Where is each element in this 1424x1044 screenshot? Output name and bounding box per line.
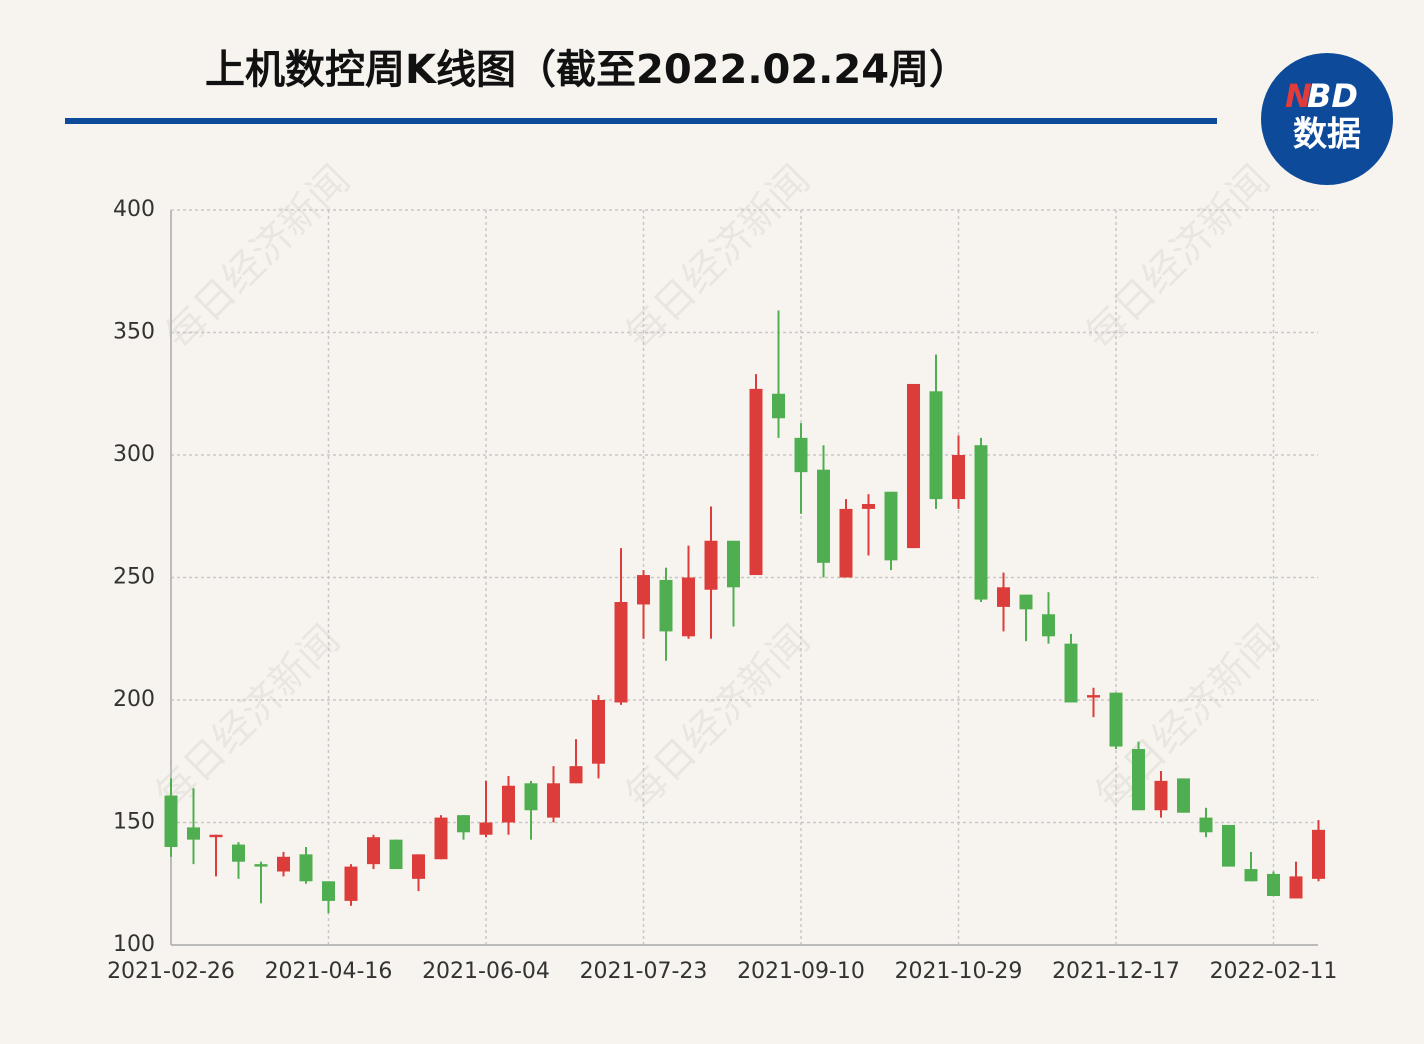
candle-body	[277, 856, 290, 872]
candle-body	[727, 540, 740, 588]
candle-body	[1222, 824, 1235, 867]
candle-body	[997, 587, 1010, 607]
candle-body	[772, 393, 785, 419]
candle-body	[749, 388, 763, 576]
candle-body	[929, 391, 943, 500]
y-tick-label: 100	[113, 932, 155, 957]
candle-body	[322, 881, 335, 901]
candle-body	[907, 383, 920, 549]
candle-body	[547, 783, 560, 818]
chart-title: 上机数控周K线图（截至2022.02.24周）	[205, 47, 969, 93]
candle-body	[1042, 614, 1055, 637]
y-tick-label: 400	[113, 197, 155, 222]
candle-body	[1019, 594, 1033, 610]
candle-body	[839, 508, 853, 578]
x-tick-label: 2022-02-11	[1210, 959, 1338, 984]
candle-body	[952, 455, 965, 500]
candle-body	[569, 766, 583, 784]
candle-body	[1154, 780, 1168, 811]
candle-body	[1312, 829, 1325, 879]
candle-body	[412, 854, 425, 879]
candle-body	[389, 839, 403, 870]
candle-body	[704, 540, 718, 590]
y-tick-label: 300	[113, 442, 155, 467]
x-tick-label: 2021-04-16	[265, 959, 393, 984]
candle-body	[682, 577, 695, 637]
candle-body	[479, 822, 493, 835]
candle-body	[817, 469, 830, 563]
candle-body	[502, 785, 515, 823]
candle-body	[614, 602, 628, 703]
logo-text: BD	[1307, 77, 1358, 115]
candle-body	[1177, 778, 1190, 813]
candle-body	[164, 795, 178, 847]
candle-body	[1132, 749, 1145, 811]
candle-body	[1267, 873, 1280, 896]
candle-body	[659, 579, 673, 632]
candle-body	[1109, 692, 1123, 747]
candle-body	[1199, 817, 1213, 833]
candle-body	[254, 864, 268, 867]
candle-body	[884, 491, 898, 561]
title-rule	[65, 118, 1217, 124]
x-tick-label: 2021-07-23	[580, 959, 708, 984]
candle-body	[794, 437, 808, 473]
x-tick-label: 2021-06-04	[422, 959, 550, 984]
y-tick-label: 250	[113, 565, 155, 590]
candle-body	[457, 815, 470, 833]
candle-body	[232, 844, 245, 862]
candle-body	[1087, 695, 1100, 698]
x-tick-label: 2021-02-26	[107, 959, 235, 984]
candle-body	[974, 445, 988, 600]
candle-body	[209, 834, 223, 838]
candle-body	[1289, 876, 1303, 899]
logo	[1261, 53, 1393, 185]
logo-accent: N	[1285, 77, 1312, 115]
candle-body	[344, 866, 358, 901]
candle-body	[434, 817, 448, 860]
x-tick-label: 2021-12-17	[1052, 959, 1180, 984]
candle-body	[187, 827, 200, 840]
x-tick-label: 2021-10-29	[895, 959, 1023, 984]
y-tick-label: 350	[113, 320, 155, 345]
candle-body	[367, 837, 380, 865]
candle-body	[1064, 643, 1078, 703]
logo-sub: 数据	[1293, 115, 1361, 155]
candle-body	[862, 504, 875, 509]
candle-body	[524, 783, 538, 811]
x-tick-label: 2021-09-10	[737, 959, 865, 984]
y-tick-label: 150	[113, 810, 155, 835]
candle-body	[1244, 869, 1258, 882]
candle-body	[592, 700, 605, 764]
candle-body	[637, 575, 650, 605]
y-tick-label: 200	[113, 687, 155, 712]
candle-body	[299, 854, 313, 882]
